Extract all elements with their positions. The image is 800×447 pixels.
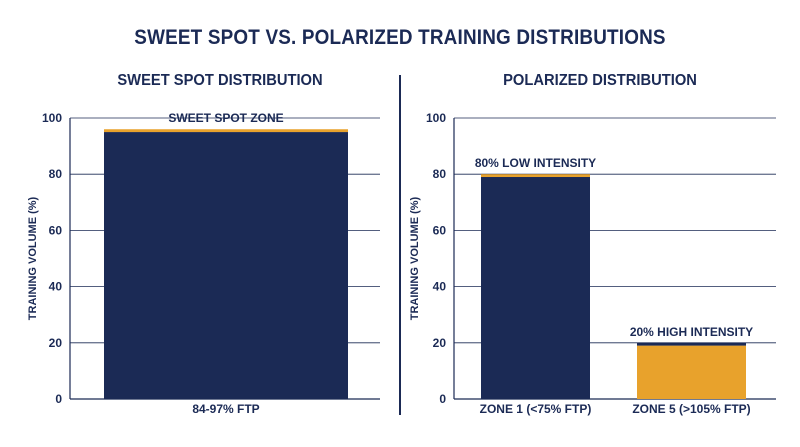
y-tick-label: 40 — [433, 280, 447, 294]
y-tick-label: 60 — [433, 223, 447, 237]
y-tick-label: 60 — [49, 223, 63, 237]
x-category-label: ZONE 1 (<75% FTP) — [480, 402, 592, 416]
y-tick-label: 20 — [49, 336, 63, 350]
main-title: SWEET SPOT VS. POLARIZED TRAINING DISTRI… — [134, 26, 666, 49]
bar-segment — [104, 132, 348, 400]
bar-segment — [637, 342, 746, 346]
sweet-spot-panel-title: SWEET SPOT DISTRIBUTION — [117, 72, 323, 89]
bar-segment — [481, 177, 590, 399]
y-tick-label: 0 — [55, 392, 62, 406]
x-category-label: 84-97% FTP — [192, 402, 259, 416]
y-tick-label: 80 — [49, 167, 63, 181]
y-tick-label: 80 — [433, 167, 447, 181]
y-tick-label: 20 — [433, 336, 447, 350]
y-axis-label: TRAINING VOLUME (%) — [27, 196, 39, 320]
y-tick-label: 100 — [42, 111, 62, 125]
bar-segment — [104, 129, 348, 133]
panel-divider — [399, 75, 401, 415]
bar-annotation: SWEET SPOT ZONE — [168, 111, 283, 125]
y-axis-label: TRAINING VOLUME (%) — [409, 196, 421, 320]
x-category-label: ZONE 5 (>105% FTP) — [632, 402, 750, 416]
bar-segment — [637, 345, 746, 399]
bar-annotation: 20% HIGH INTENSITY — [630, 325, 753, 339]
y-tick-label: 40 — [49, 280, 63, 294]
bar-annotation: 80% LOW INTENSITY — [475, 156, 596, 170]
polarized-panel-title: POLARIZED DISTRIBUTION — [503, 72, 697, 89]
y-tick-label: 0 — [439, 392, 446, 406]
y-tick-label: 100 — [426, 111, 446, 125]
bar-segment — [481, 174, 590, 178]
